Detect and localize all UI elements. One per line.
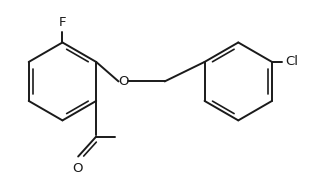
Text: Cl: Cl bbox=[285, 55, 298, 68]
Text: O: O bbox=[72, 162, 83, 175]
Text: F: F bbox=[59, 16, 66, 29]
Text: O: O bbox=[118, 75, 129, 88]
